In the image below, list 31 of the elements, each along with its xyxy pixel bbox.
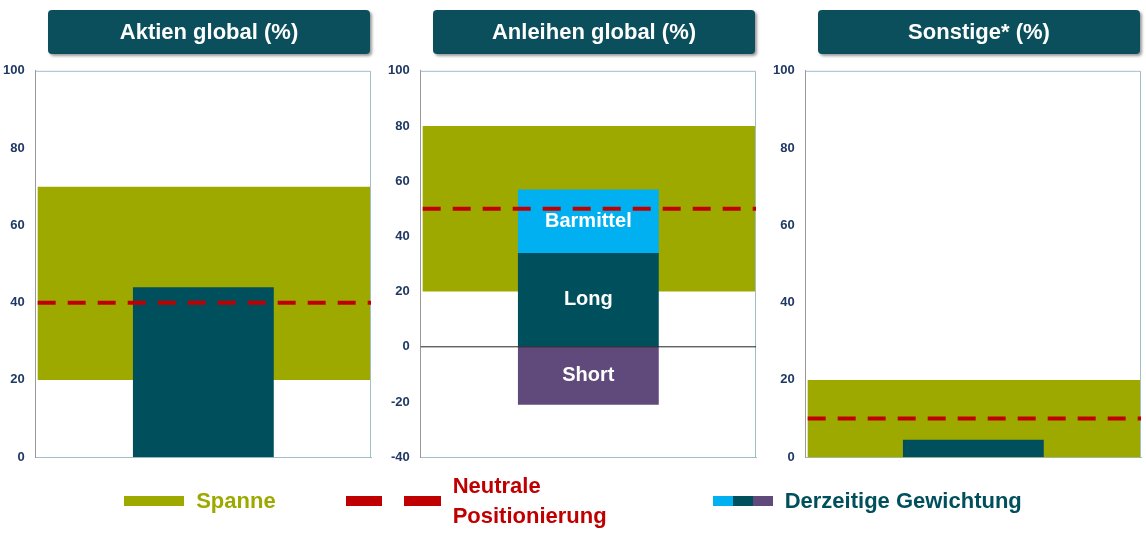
- y-tick-label: 20: [395, 283, 410, 299]
- series-label: Short: [562, 363, 615, 386]
- y-tick-label: 60: [395, 172, 410, 188]
- y-tick-label: 100: [387, 62, 410, 78]
- y-tick-label: 20: [780, 371, 795, 387]
- y-tick-label: 20: [10, 371, 25, 387]
- y-tick-label: 80: [780, 139, 795, 155]
- chart-title: Sonstige* (%): [818, 10, 1140, 54]
- y-tick-label: 60: [10, 216, 25, 232]
- y-tick-label: -20: [390, 393, 410, 409]
- y-tick-label: -40: [390, 448, 410, 464]
- y-tick-label: 0: [787, 448, 795, 464]
- chart-title: Aktien global (%): [48, 10, 370, 54]
- bar: [517, 346, 659, 405]
- y-tick-label: 40: [395, 227, 410, 243]
- series-label: Long: [563, 287, 613, 310]
- y-tick-label: 40: [10, 294, 25, 310]
- y-tick-label: 0: [402, 338, 410, 354]
- y-tick-label: 40: [780, 294, 795, 310]
- y-tick-label: 0: [17, 448, 25, 464]
- chart-title: Anleihen global (%): [433, 10, 755, 54]
- y-tick-label: 100: [2, 62, 25, 78]
- legend-label: Derzeitige Gewichtung: [784, 488, 1022, 514]
- y-tick-label: 100: [772, 62, 795, 78]
- y-tick-label: 80: [395, 117, 410, 133]
- y-tick-label: 60: [780, 216, 795, 232]
- y-tick-label: 80: [10, 139, 25, 155]
- bar: [517, 252, 659, 347]
- legend-label: Neutrale Positionierung: [452, 472, 608, 530]
- legend-label: Spanne: [196, 488, 276, 514]
- series-label: Barmittel: [544, 208, 632, 231]
